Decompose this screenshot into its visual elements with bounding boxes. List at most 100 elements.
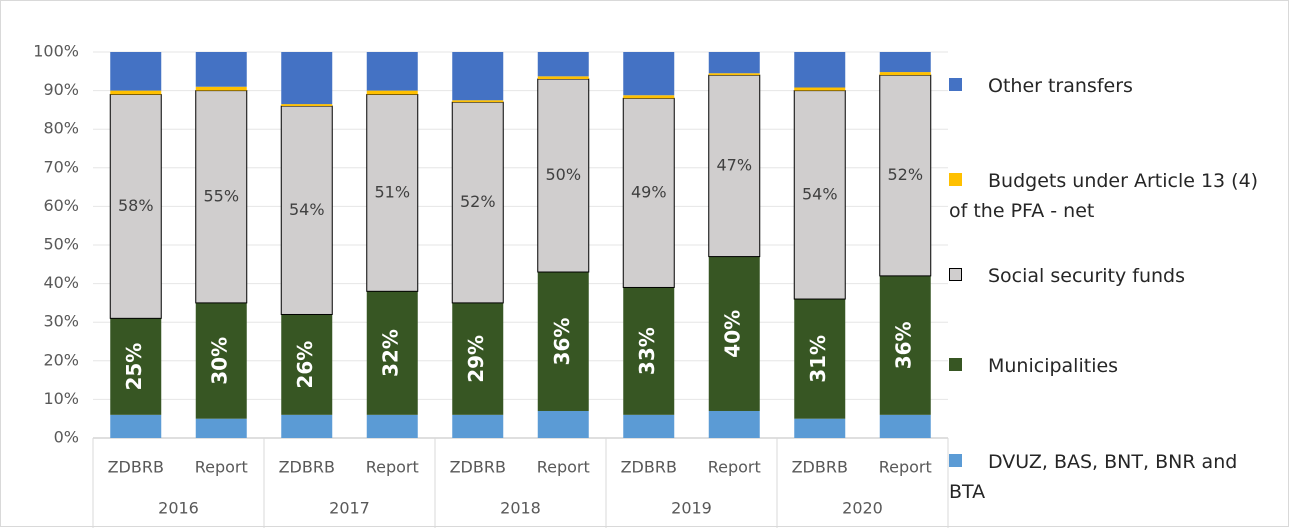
bar-segment: [879, 275, 931, 415]
bar-segment: [110, 90, 162, 95]
legend-item: Social security funds: [949, 261, 1269, 291]
y-tick-label: 30%: [43, 312, 79, 331]
bar-segment: [281, 314, 333, 415]
legend-swatch: [949, 454, 962, 467]
data-label: 52%: [887, 165, 923, 184]
bar-segment: [110, 318, 162, 415]
bar-segment: [708, 256, 760, 411]
x-tick-label: ZDBRB: [792, 458, 848, 477]
data-label: 58%: [118, 196, 154, 215]
data-label: 30%: [208, 337, 232, 385]
bar-segment: [708, 410, 760, 438]
data-label: 32%: [379, 329, 403, 377]
legend-swatch: [949, 173, 962, 186]
data-label: 47%: [716, 155, 752, 174]
y-tick-label: 90%: [43, 80, 79, 99]
bar-segment: [623, 52, 675, 96]
x-group-label: 2020: [842, 499, 883, 518]
legend-item: Other transfers: [949, 71, 1269, 101]
bar-segment: [879, 52, 931, 73]
bar-segment: [452, 100, 504, 103]
data-label: 36%: [892, 321, 916, 369]
y-tick-label: 0%: [54, 428, 79, 447]
bar-segment: [195, 90, 248, 304]
x-tick-label: Report: [537, 458, 590, 477]
bar-segment: [537, 52, 589, 77]
data-label: 36%: [550, 318, 574, 366]
bar-segment: [366, 52, 418, 91]
x-tick-label: ZDBRB: [621, 458, 677, 477]
bar-segment: [195, 86, 247, 91]
data-label: 49%: [631, 182, 667, 201]
bar-segment: [623, 414, 675, 438]
legend-label: Social security funds: [988, 265, 1186, 287]
x-tick-label: Report: [708, 458, 761, 477]
bar-segment: [195, 52, 247, 87]
x-tick-label: Report: [195, 458, 248, 477]
bar-segment: [366, 291, 418, 415]
bar-segment: [281, 104, 333, 107]
bar-segment: [452, 302, 504, 415]
x-tick-label: ZDBRB: [108, 458, 164, 477]
data-label: 31%: [806, 335, 830, 383]
data-label: 55%: [203, 186, 239, 205]
legend-label: DVUZ, BAS, BNT, BNR and BTA: [949, 451, 1238, 503]
legend-label: Other transfers: [988, 75, 1133, 97]
bar-segment: [537, 76, 589, 80]
bar-segment: [537, 78, 590, 273]
y-tick-label: 80%: [43, 119, 79, 138]
bar-segment: [623, 287, 675, 415]
y-tick-label: 10%: [43, 389, 79, 408]
data-label: 51%: [374, 182, 410, 201]
bar-segment: [708, 52, 760, 74]
bar-segment: [280, 105, 333, 315]
bar-segment: [281, 52, 333, 105]
legend-swatch: [949, 358, 962, 371]
data-label: 40%: [721, 310, 745, 358]
x-tick-label: ZDBRB: [279, 458, 335, 477]
bar-segment: [366, 414, 418, 438]
y-tick-label: 70%: [43, 157, 79, 176]
legend-swatch: [949, 78, 962, 91]
bar-segment: [708, 74, 761, 258]
bar-segment: [452, 414, 504, 438]
data-label: 52%: [460, 192, 496, 211]
bar-segment: [537, 272, 589, 411]
legend-item: Municipalities: [949, 351, 1269, 381]
y-tick-label: 100%: [33, 42, 79, 61]
x-group-label: 2017: [329, 499, 370, 518]
bar-segment: [879, 74, 932, 277]
x-tick-label: ZDBRB: [450, 458, 506, 477]
bar-segment: [623, 95, 675, 99]
x-tick-label: Report: [366, 458, 419, 477]
y-tick-label: 40%: [43, 273, 79, 292]
bar-segment: [109, 93, 162, 319]
x-group-label: 2018: [500, 499, 541, 518]
legend-label: Municipalities: [988, 355, 1119, 377]
bar-segment: [366, 93, 419, 292]
bar-segment: [110, 414, 162, 438]
legend-item: DVUZ, BAS, BNT, BNR and BTA: [949, 447, 1269, 507]
legend-label: Budgets under Article 13 (4) of the PFA …: [949, 170, 1259, 222]
bar-segment: [879, 72, 931, 76]
legend-item: Budgets under Article 13 (4) of the PFA …: [949, 166, 1269, 226]
bar-segment: [794, 52, 846, 88]
data-label: 29%: [464, 335, 488, 383]
bar-segment: [195, 302, 247, 419]
bar-segment: [537, 410, 589, 438]
bar-segment: [110, 52, 162, 91]
x-tick-label: Report: [879, 458, 932, 477]
bar-segment: [452, 52, 504, 101]
x-group-label: 2019: [671, 499, 712, 518]
bar-segment: [622, 97, 675, 288]
bar-segment: [794, 299, 846, 419]
data-label: 26%: [293, 341, 317, 389]
bar-segment: [281, 414, 333, 438]
bar-segment: [708, 73, 760, 76]
y-tick-label: 20%: [43, 350, 79, 369]
data-label: 50%: [545, 165, 581, 184]
bar-segment: [794, 418, 846, 438]
x-group-label: 2016: [158, 499, 199, 518]
